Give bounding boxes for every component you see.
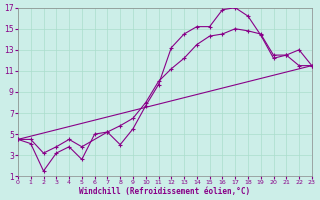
X-axis label: Windchill (Refroidissement éolien,°C): Windchill (Refroidissement éolien,°C): [79, 187, 251, 196]
